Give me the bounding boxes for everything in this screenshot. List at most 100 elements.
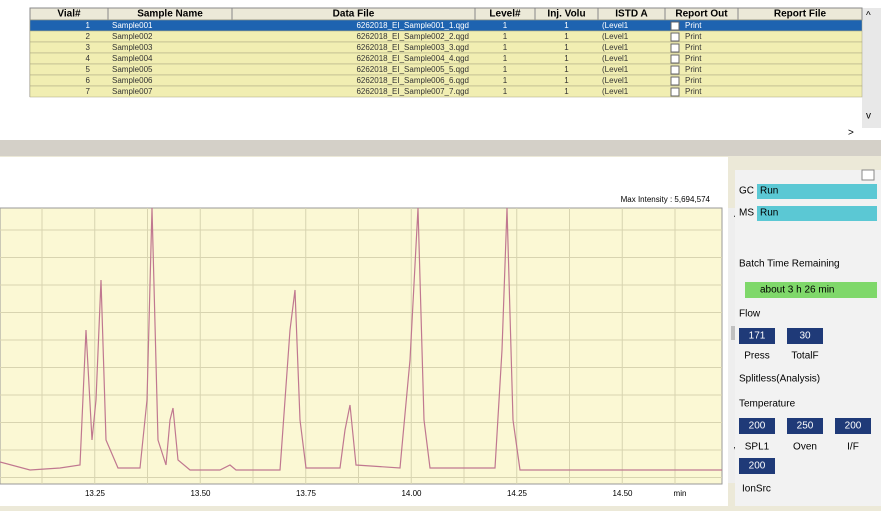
cell: Sample001 (112, 21, 153, 30)
cell: 2 (86, 32, 91, 41)
label: I/F (847, 442, 859, 453)
cell: Sample002 (112, 32, 153, 41)
cell: Sample004 (112, 54, 153, 63)
cell: Sample005 (112, 65, 153, 74)
cell: 1 (503, 76, 508, 85)
column-header[interactable]: Data File (333, 9, 375, 20)
table-scrollbar[interactable] (862, 8, 881, 128)
cell: 1 (503, 32, 508, 41)
column-header[interactable]: Level# (489, 9, 521, 20)
temp-label: Temperature (739, 399, 796, 410)
cell: 1 (503, 43, 508, 52)
cell: 1 (564, 21, 569, 30)
label: Oven (793, 442, 817, 453)
max-intensity: Max Intensity : 5,694,574 (621, 195, 711, 204)
x-tick-label: 13.75 (296, 489, 317, 498)
cell: 6262018_EI_Sample002_2.qgd (356, 32, 469, 41)
gc-state: Run (760, 186, 778, 197)
x-unit: min (674, 489, 687, 498)
batch-time: about 3 h 26 min (760, 285, 835, 296)
cell: 6 (86, 76, 91, 85)
cell: 6262018_EI_Sample001_1.qgd (356, 21, 469, 30)
checkbox[interactable] (670, 65, 680, 75)
cell: 5 (86, 65, 91, 74)
mode: Splitless(Analysis) (739, 374, 820, 385)
value: 200 (749, 421, 766, 432)
column-header[interactable]: Report Out (675, 9, 728, 20)
cell: Sample007 (112, 87, 153, 96)
x-tick-label: 13.50 (190, 489, 211, 498)
cell: 1 (503, 21, 508, 30)
column-header[interactable]: Vial# (57, 9, 81, 20)
cell: 6262018_EI_Sample004_4.qgd (356, 54, 469, 63)
cell: (Level1 (602, 76, 629, 85)
cell: 1 (564, 65, 569, 74)
cell: (Level1 (602, 43, 629, 52)
column-header[interactable]: Report File (774, 9, 827, 20)
x-tick-label: 13.25 (85, 489, 106, 498)
checkbox[interactable] (670, 21, 680, 31)
column-header[interactable]: Inj. Volu (547, 9, 585, 20)
cell: 1 (564, 43, 569, 52)
label: SPL1 (745, 442, 770, 453)
batch-label: Batch Time Remaining (739, 259, 840, 270)
value: 30 (799, 331, 811, 342)
cell: 6262018_EI_Sample005_5.qgd (356, 65, 469, 74)
value-box (739, 458, 775, 474)
plot-area (0, 207, 723, 485)
scroll-up[interactable]: ^ (866, 11, 871, 22)
cell: 6262018_EI_Sample003_3.qgd (356, 43, 469, 52)
ms-state: Run (760, 208, 778, 219)
cell: 1 (503, 54, 508, 63)
value: 171 (749, 331, 766, 342)
cell: 6262018_EI_Sample007_7.qgd (356, 87, 469, 96)
x-tick-label: 14.50 (612, 489, 633, 498)
splitter (0, 140, 881, 156)
label: TotalF (791, 351, 818, 362)
cell: Print (685, 21, 702, 30)
cell: (Level1 (602, 32, 629, 41)
cell: (Level1 (602, 21, 629, 30)
cell: 7 (86, 87, 91, 96)
value-box (739, 418, 775, 434)
checkbox[interactable] (670, 54, 680, 64)
checkbox[interactable] (670, 43, 680, 53)
cell: 1 (564, 76, 569, 85)
label: IonSrc (742, 484, 771, 495)
gc-label: GC (739, 186, 754, 197)
checkbox[interactable] (670, 76, 680, 86)
chromatogram-trace (0, 207, 722, 471)
cell: 3 (86, 43, 91, 52)
x-tick-label: 14.25 (507, 489, 528, 498)
cell: Print (685, 76, 702, 85)
flow-label: Flow (739, 309, 761, 320)
cell: 6262018_EI_Sample006_6.qgd (356, 76, 469, 85)
checkbox[interactable] (670, 32, 680, 42)
column-header[interactable]: Sample Name (137, 9, 203, 20)
cell: 1 (503, 87, 508, 96)
cell: (Level1 (602, 65, 629, 74)
value-box (787, 418, 823, 434)
cell: 1 (564, 54, 569, 63)
panel-button[interactable] (861, 169, 875, 181)
cell: Sample003 (112, 43, 153, 52)
checkbox[interactable] (670, 87, 680, 97)
scroll-down[interactable]: v (866, 111, 871, 122)
scroll-right[interactable]: > (848, 128, 854, 139)
gc-state-box (757, 184, 877, 199)
cell: (Level1 (602, 87, 629, 96)
value: 250 (797, 421, 814, 432)
cell: 1 (564, 32, 569, 41)
cell: Print (685, 32, 702, 41)
cell: Print (685, 65, 702, 74)
cell: Print (685, 54, 702, 63)
value: 200 (749, 461, 766, 472)
value-box (835, 418, 871, 434)
cell: Sample006 (112, 76, 153, 85)
column-header[interactable]: ISTD A (615, 9, 647, 20)
value-box (787, 328, 823, 344)
cell: 4 (86, 54, 91, 63)
label: Press (744, 351, 770, 362)
table-row[interactable] (29, 85, 863, 98)
